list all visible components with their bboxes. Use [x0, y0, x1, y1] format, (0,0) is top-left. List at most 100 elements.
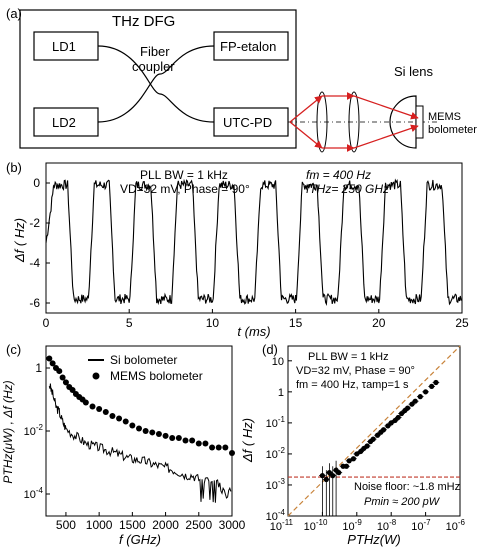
c-mems-point — [136, 425, 142, 432]
legend-mems-label: MEMS bolometer — [110, 369, 203, 383]
d-point — [409, 401, 415, 407]
d-ytick-label: 10-3 — [266, 477, 286, 492]
c-mems-point — [109, 412, 116, 419]
d-point — [343, 463, 350, 469]
si-lens-hemisphere — [389, 95, 417, 149]
coupler-label: coupler — [132, 59, 175, 74]
utc-pd-box — [213, 107, 289, 137]
b-ytick-label: -2 — [29, 216, 40, 230]
d-point — [388, 420, 394, 426]
d-point — [433, 379, 439, 386]
d-xtick-label: 10-7 — [411, 518, 431, 533]
d-point — [370, 436, 376, 442]
c-mems-point — [215, 444, 222, 451]
d-ytick-label: 10-2 — [266, 446, 286, 461]
fiber-path-top — [97, 45, 215, 123]
c-mems-point — [175, 434, 182, 441]
c-mems-point — [155, 431, 162, 438]
panel-d-tag: (d) — [262, 342, 278, 357]
mems-label: MEMS — [428, 111, 461, 123]
c-mems-point — [96, 405, 103, 412]
panel-b-xlabel: t (ms) — [237, 324, 270, 339]
d-point — [429, 383, 435, 389]
d-ytick-label: 1 — [278, 387, 284, 399]
fiber-label: Fiber — [140, 44, 170, 59]
panel-b-note-4: fTHz= 250 GHz — [306, 182, 389, 196]
c-mems-point — [82, 399, 89, 406]
c-mems-point — [182, 437, 189, 444]
d-point — [364, 443, 370, 449]
panel-d-note-2: VD=32 mV, Phase = 90° — [296, 365, 415, 377]
d-point — [323, 476, 329, 483]
ld1-box — [33, 31, 99, 61]
c-mems-point — [209, 444, 216, 451]
panel-c-plot: 500 1000 1500 2000 2500 3000 1 10-2 10-4 — [24, 355, 246, 532]
d-fit-line — [287, 345, 461, 517]
b-xtick-label: 0 — [43, 316, 50, 330]
c-mems-point — [189, 437, 196, 444]
mems-chip — [415, 105, 424, 139]
c-mems-point — [102, 409, 109, 416]
d-point — [319, 473, 325, 479]
fp-etalon-label: FP-etalon — [220, 39, 276, 54]
panel-a: (a) THz DFG LD1 LD2 FP-etalon UTC-PD Fib… — [6, 6, 477, 153]
d-point — [350, 456, 357, 462]
panel-b-note-2: VD=32 mV, Phase = 90° — [120, 182, 250, 196]
d-point — [395, 414, 401, 421]
panel-d-ylabel: Δf ( Hz) — [240, 418, 255, 463]
ld1-label: LD1 — [52, 39, 76, 54]
panel-d-frame — [287, 345, 461, 517]
c-xtick-label: 1000 — [86, 518, 113, 532]
d-point — [374, 432, 381, 438]
d-point — [423, 389, 429, 395]
c-mems-point — [62, 379, 69, 386]
c-ytick-label: 10-4 — [24, 486, 44, 501]
c-mems-point — [169, 434, 176, 441]
beam-rays — [289, 92, 419, 152]
d-xtick-label: 10-6 — [446, 518, 466, 533]
d-xtick-label: 10-9 — [342, 518, 362, 533]
d-point — [346, 458, 352, 464]
panel-d-note-5: Pmin ≈ 200 pW — [364, 496, 441, 508]
c-mems-point — [222, 444, 229, 451]
d-ytick-label: 10 — [272, 356, 284, 368]
d-point — [380, 427, 387, 433]
d-point — [398, 410, 405, 417]
utc-pd-label: UTC-PD — [223, 115, 272, 130]
panel-d-note-4: Noise floor: ~1.8 mHz — [354, 481, 460, 493]
c-xtick-label: 2500 — [185, 518, 212, 532]
d-xtick-label: 10-8 — [377, 518, 397, 533]
c-mems-point — [46, 355, 53, 362]
b-xtick-label: 10 — [206, 316, 220, 330]
c-mems-point — [69, 387, 76, 394]
b-ytick-label: -4 — [29, 256, 40, 270]
si-lens-label: Si lens — [394, 64, 434, 79]
d-point — [336, 470, 342, 476]
d-point — [417, 394, 423, 400]
d-point — [412, 398, 418, 404]
c-xtick-label: 2000 — [152, 518, 179, 532]
fiber-path-bottom — [97, 45, 215, 123]
ld2-box — [33, 107, 99, 137]
panel-c-tag: (c) — [6, 342, 21, 357]
ld2-label: LD2 — [52, 115, 76, 130]
c-mems-point — [162, 432, 169, 439]
lens-2 — [348, 91, 360, 153]
d-ytick-label: 10-1 — [266, 415, 286, 430]
b-xtick-label: 25 — [455, 316, 469, 330]
panel-c-xlabel: f (GHz) — [119, 532, 161, 547]
panel-b-ylabel: Δf ( Hz) — [12, 218, 27, 263]
d-xtick-label: 10-10 — [304, 518, 328, 533]
b-xtick-label: 15 — [289, 316, 303, 330]
legend-si-label: Si bolometer — [110, 353, 177, 367]
d-point — [326, 470, 333, 476]
c-mems-point — [122, 418, 129, 425]
panel-d-xlabel: PTHz(W) — [347, 532, 400, 547]
b-ytick-label: 0 — [33, 176, 40, 190]
lens-1 — [316, 91, 328, 153]
d-point — [405, 405, 411, 411]
panel-d-note-3: fm = 400 Hz, τamp=1 s — [296, 379, 409, 391]
panel-c-ylabel: PTHz(μW) , Δf (Hz) — [1, 380, 15, 483]
c-mems-point — [195, 440, 202, 447]
